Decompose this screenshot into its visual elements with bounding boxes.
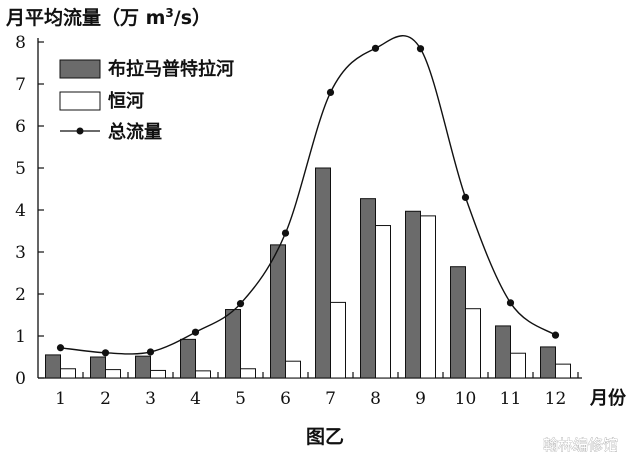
x-tick-label: 9 xyxy=(415,389,426,409)
bar-brahmaputra xyxy=(360,198,376,379)
total-flow-point xyxy=(146,348,155,356)
bar-ganges xyxy=(420,215,436,379)
y-axis-title: 月平均流量（万 m3/s） xyxy=(5,6,211,29)
bars xyxy=(45,167,571,379)
bar-ganges xyxy=(330,301,346,379)
total-flow-point xyxy=(506,299,515,307)
legend-swatch-ganges xyxy=(59,91,101,111)
legend-marker-total xyxy=(76,127,84,135)
x-tick-label: 6 xyxy=(280,389,291,409)
total-flow-point xyxy=(326,88,335,96)
y-tick-label: 3 xyxy=(15,243,26,263)
x-tick-label: 7 xyxy=(325,389,336,409)
bar-ganges xyxy=(195,370,211,379)
y-tick-label: 2 xyxy=(15,285,26,305)
bar-ganges xyxy=(60,368,76,379)
bar-brahmaputra xyxy=(495,325,511,379)
y-tick-label: 5 xyxy=(15,159,26,179)
bar-brahmaputra xyxy=(270,244,286,379)
x-axis-unit: 月份 xyxy=(589,387,627,409)
y-axis-title-sup: 3 xyxy=(165,6,173,20)
x-tick-label: 11 xyxy=(500,389,522,409)
x-axis-ticks: 1 2 3 4 5 6 7 8 9 10 11 12 xyxy=(55,372,579,409)
bar-brahmaputra xyxy=(90,356,106,379)
total-flow-point xyxy=(551,331,560,339)
x-tick-label: 4 xyxy=(190,389,201,409)
bar-ganges xyxy=(375,225,391,379)
x-tick-label: 2 xyxy=(100,389,111,409)
x-tick-label: 12 xyxy=(545,389,567,409)
bar-brahmaputra xyxy=(45,354,61,379)
bar-brahmaputra xyxy=(225,309,241,379)
y-tick-label: 7 xyxy=(15,75,26,95)
legend-label-brahmaputra: 布拉马普特拉河 xyxy=(108,58,234,80)
y-axis-ticks: 0 1 2 3 4 5 6 7 8 xyxy=(15,33,44,389)
y-axis-title-suffix: /s） xyxy=(174,6,211,29)
legend-label-ganges: 恒河 xyxy=(108,90,144,112)
bar-brahmaputra xyxy=(180,338,196,379)
bar-brahmaputra xyxy=(540,346,556,379)
total-flow-point xyxy=(281,229,290,237)
total-flow-point xyxy=(101,349,110,357)
total-flow-line xyxy=(56,35,560,357)
total-flow-point xyxy=(416,45,425,53)
bar-ganges xyxy=(510,352,526,379)
total-flow-point xyxy=(191,328,200,336)
legend-swatch-brahmaputra xyxy=(59,59,101,79)
total-flow-point xyxy=(461,193,470,201)
figure-caption: 图乙 xyxy=(306,426,344,448)
bar-ganges xyxy=(150,369,166,379)
bar-brahmaputra xyxy=(450,266,466,379)
bar-ganges xyxy=(555,363,571,379)
legend: 布拉马普特拉河 恒河 总流量 xyxy=(59,58,234,143)
x-tick-label: 10 xyxy=(455,389,477,409)
total-flow-point xyxy=(236,300,245,308)
watermark: 翰林编修馆 xyxy=(543,436,618,454)
x-tick-label: 8 xyxy=(370,389,381,409)
total-flow-point xyxy=(56,344,65,352)
x-tick-label: 3 xyxy=(145,389,156,409)
y-tick-label: 4 xyxy=(15,201,26,221)
bar-brahmaputra xyxy=(135,355,151,379)
total-flow-point xyxy=(371,44,380,52)
bar-brahmaputra xyxy=(405,210,421,379)
axes xyxy=(37,38,582,379)
bar-ganges xyxy=(285,360,301,379)
bar-brahmaputra xyxy=(315,167,331,379)
x-tick-label: 1 xyxy=(55,389,66,409)
bar-ganges xyxy=(240,368,256,379)
total-flow-curve xyxy=(60,35,556,355)
y-tick-label: 0 xyxy=(15,369,26,389)
legend-label-total: 总流量 xyxy=(108,121,162,143)
x-tick-label: 5 xyxy=(235,389,246,409)
y-axis-title-prefix: 月平均流量（万 m xyxy=(5,6,165,29)
y-tick-label: 8 xyxy=(15,33,26,53)
bar-ganges xyxy=(465,308,481,379)
y-tick-label: 1 xyxy=(15,327,26,347)
bar-ganges xyxy=(105,369,121,379)
y-tick-label: 6 xyxy=(15,117,26,137)
